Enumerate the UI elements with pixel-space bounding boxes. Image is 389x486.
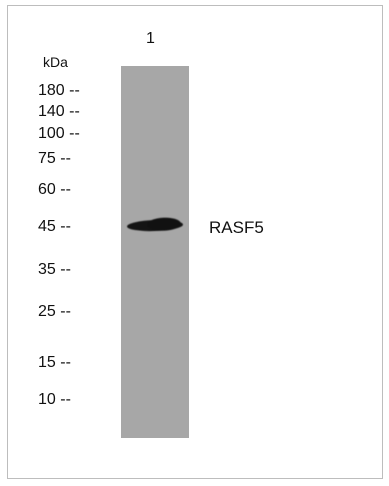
marker-label-35: 35 -- [38, 261, 71, 278]
marker-label-25: 25 -- [38, 303, 71, 320]
marker-label-75: 75 -- [38, 150, 71, 167]
marker-label-15: 15 -- [38, 354, 71, 371]
marker-label-60: 60 -- [38, 181, 71, 198]
marker-label-100: 100 -- [38, 125, 80, 142]
gel-lane [121, 66, 189, 438]
marker-label-140: 140 -- [38, 103, 80, 120]
kda-unit-label: kDa [43, 54, 68, 70]
marker-label-180: 180 -- [38, 82, 80, 99]
marker-label-10: 10 -- [38, 391, 71, 408]
band-label: RASF5 [209, 218, 264, 237]
protein-band [126, 219, 184, 232]
blot-figure-frame [7, 5, 383, 479]
lane-number-label: 1 [146, 30, 155, 47]
marker-label-45: 45 -- [38, 218, 71, 235]
